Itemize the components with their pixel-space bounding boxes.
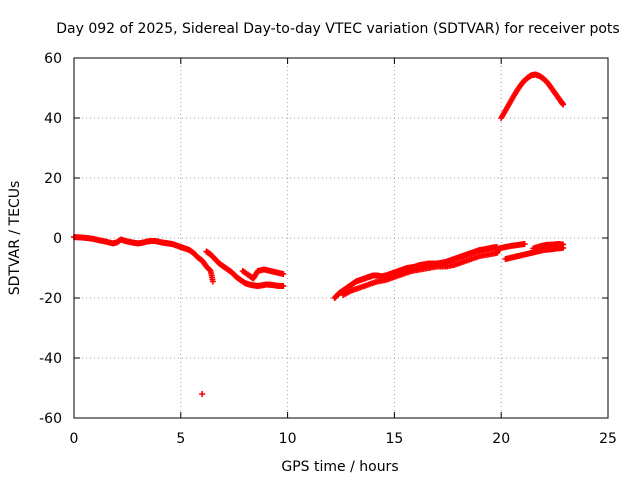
data-point — [560, 241, 567, 248]
y-tick-label: -20 — [39, 291, 62, 307]
y-tick-label: 40 — [44, 111, 62, 127]
plot-frame — [73, 57, 609, 419]
x-tick-label: 10 — [279, 431, 297, 447]
x-axis-label: GPS time / hours — [281, 459, 398, 475]
data-point — [280, 283, 287, 289]
x-tick-label: 0 — [70, 431, 79, 447]
x-tick-label: 5 — [176, 431, 185, 447]
y-axis-label: SDTVAR / TECUs — [7, 181, 23, 296]
x-tick-label: 15 — [385, 431, 403, 447]
data-point — [560, 101, 567, 108]
y-tick-label: -60 — [39, 411, 62, 427]
data-points — [71, 71, 567, 397]
data-point — [199, 391, 206, 397]
x-tick-label: 20 — [492, 431, 510, 447]
axis-ticks: 0 5 10 15 20 25 -60 -40 -20 0 20 40 60 — [39, 51, 617, 447]
y-tick-label: 60 — [44, 51, 62, 67]
y-tick-label: -40 — [39, 351, 62, 367]
data-point — [209, 278, 216, 285]
y-tick-label: 20 — [44, 171, 62, 187]
data-point — [280, 271, 287, 277]
data-point — [521, 241, 528, 247]
x-tick-label: 25 — [599, 431, 617, 447]
chart-title: Day 092 of 2025, Sidereal Day-to-day VTE… — [56, 21, 619, 37]
y-tick-label: 0 — [53, 231, 62, 247]
